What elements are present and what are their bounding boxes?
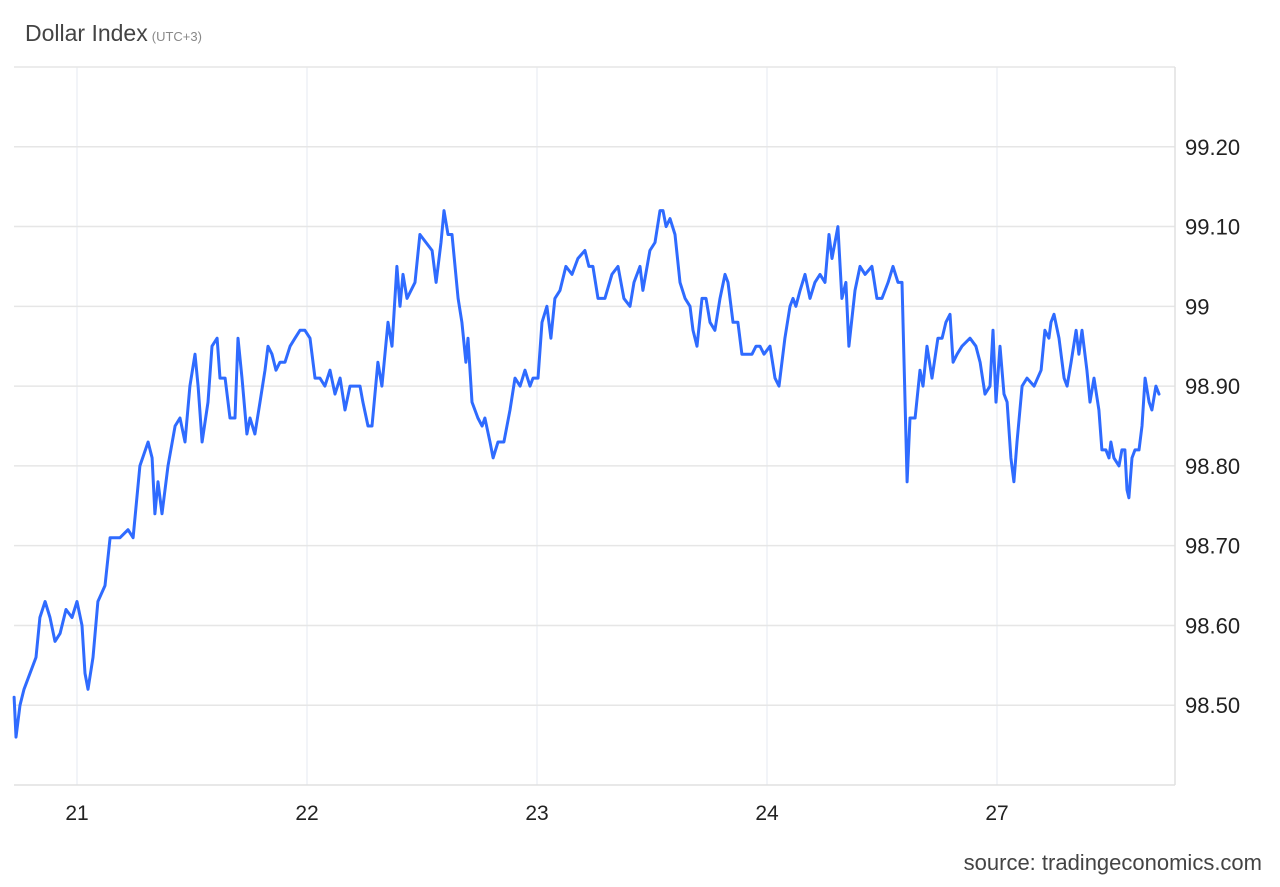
y-tick-label: 98.90 xyxy=(1185,374,1240,399)
y-tick-label: 98.60 xyxy=(1185,613,1240,638)
y-tick-label: 99.20 xyxy=(1185,135,1240,160)
x-tick-label: 27 xyxy=(985,802,1008,825)
y-tick-label: 98.50 xyxy=(1185,693,1240,718)
chart-title-text: Dollar Index xyxy=(25,20,148,46)
y-tick-label: 99 xyxy=(1185,294,1209,319)
series-line xyxy=(12,209,1161,739)
y-tick-label: 98.70 xyxy=(1185,534,1240,559)
chart-title: Dollar Index (UTC+3) xyxy=(25,20,202,47)
source-credit: source: tradingeconomics.com xyxy=(963,850,1262,875)
y-tick-label: 98.80 xyxy=(1185,454,1240,479)
x-tick-label: 21 xyxy=(65,802,88,825)
x-tick-label: 24 xyxy=(755,802,779,825)
x-axis: 21 22 23 24 27 xyxy=(65,802,1008,825)
y-tick-label: 99.10 xyxy=(1185,215,1240,240)
x-tick-label: 23 xyxy=(525,802,548,825)
y-axis: 99.20 99.10 99 98.90 98.80 98.70 98.60 98.50 xyxy=(1185,135,1240,718)
grid xyxy=(14,66,1176,786)
x-tick-label: 22 xyxy=(295,802,318,825)
timezone-label: (UTC+3) xyxy=(151,29,202,44)
